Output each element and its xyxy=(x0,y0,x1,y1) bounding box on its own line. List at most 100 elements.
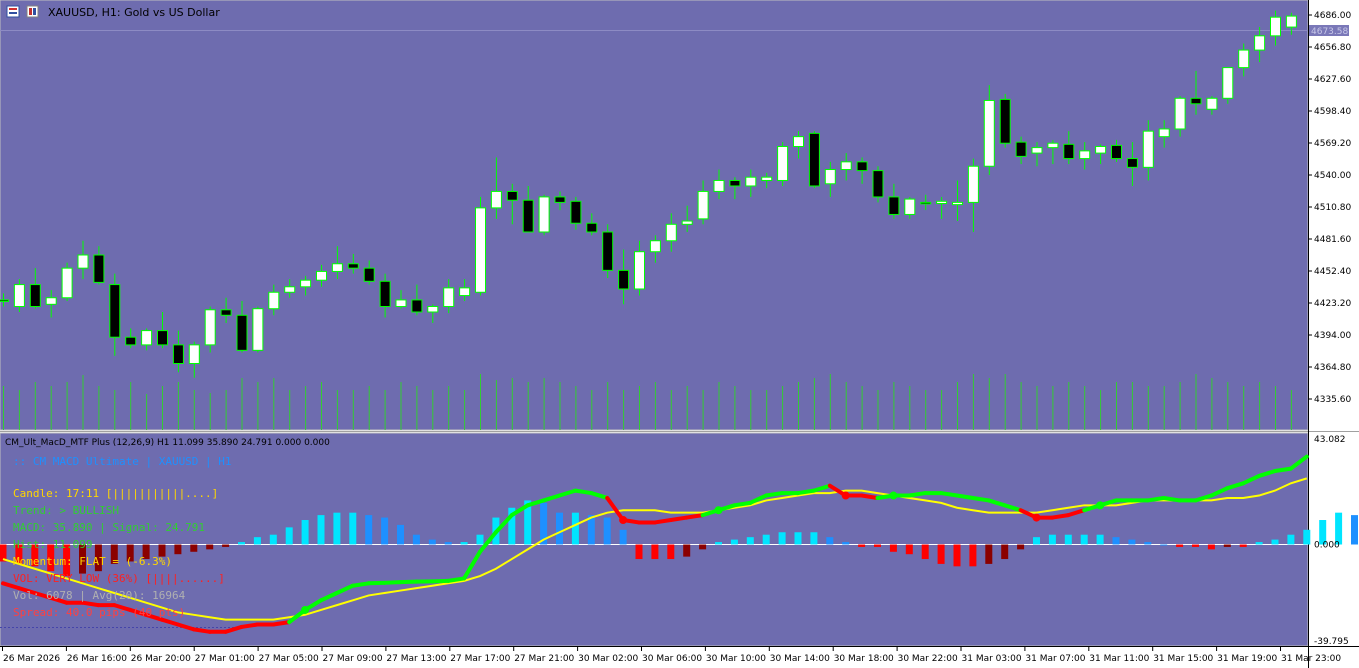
macd-segment xyxy=(684,513,705,520)
indicator-axis-label: 0.000 xyxy=(1314,541,1340,551)
bull-candle xyxy=(1238,49,1250,69)
price-label: 4364.80 xyxy=(1314,363,1351,373)
bear-candle xyxy=(618,269,630,290)
histogram-bar xyxy=(1064,534,1072,545)
macd-segment xyxy=(939,491,959,498)
bull-candle xyxy=(1254,35,1266,51)
histogram-bar xyxy=(1096,534,1104,545)
histogram-bar xyxy=(142,544,150,560)
indicator-window[interactable] xyxy=(0,432,1309,647)
macd-lines xyxy=(1,454,1309,634)
histogram-bar xyxy=(794,532,802,545)
histogram-bar xyxy=(126,544,134,562)
bear-candle xyxy=(729,179,741,187)
macd-segment xyxy=(1,581,21,591)
histogram-bar xyxy=(190,544,198,552)
bull-candle xyxy=(1174,97,1186,130)
price-chart-area[interactable] xyxy=(0,0,1309,431)
macd-segment xyxy=(223,624,244,634)
macd-segment xyxy=(1225,481,1246,491)
bull-candle xyxy=(649,240,661,253)
macd-segment xyxy=(541,493,562,503)
time-label: 30 Mar 18:00 xyxy=(834,654,894,664)
panel-hist: Hist: 11.099 xyxy=(13,538,92,551)
histogram-bar xyxy=(444,542,452,545)
macd-segment xyxy=(970,495,991,503)
bear-candle xyxy=(1126,158,1138,168)
histogram-bar xyxy=(858,544,866,547)
histogram-bar xyxy=(524,500,532,545)
panel-spread: Spread: 40.0 pips (40 pts) xyxy=(13,606,185,619)
macd-segment xyxy=(748,493,769,505)
macd-segment xyxy=(716,503,737,513)
bear-candle xyxy=(220,309,232,316)
bear-candle xyxy=(506,190,518,201)
bear-candle xyxy=(999,98,1011,144)
time-label: 27 Mar 13:00 xyxy=(386,654,446,664)
macd-segment xyxy=(573,488,594,496)
macd-segment xyxy=(32,590,53,600)
histogram-bar xyxy=(1001,544,1009,560)
symbol-icon[interactable] xyxy=(26,5,39,18)
bull-candle xyxy=(538,196,550,233)
histogram-bar xyxy=(730,539,738,545)
histogram-bar xyxy=(238,542,245,545)
time-label: 31 Mar 03:00 xyxy=(962,654,1022,664)
macd-segment xyxy=(509,503,530,518)
macd-segment xyxy=(668,515,689,523)
macd-segment xyxy=(955,493,975,500)
macd-segment xyxy=(732,500,753,508)
bull-candle xyxy=(331,263,343,272)
macd-segment xyxy=(1002,503,1023,513)
bear-candle xyxy=(347,263,359,269)
macd-segment xyxy=(621,518,641,525)
histogram-bar xyxy=(1335,512,1343,545)
macd-segment xyxy=(1161,495,1182,503)
histogram-bar xyxy=(412,534,420,545)
bull-candle xyxy=(395,299,407,308)
chart-title: XAUUSD, H1: Gold vs US Dollar xyxy=(6,5,220,19)
macd-segment xyxy=(319,590,339,603)
bull-candle xyxy=(634,251,645,290)
histogram-bar xyxy=(571,512,579,545)
macd-segment xyxy=(1273,466,1293,474)
price-label: 4569.20 xyxy=(1314,139,1351,149)
histogram-bar xyxy=(619,529,627,545)
histogram-bar xyxy=(1112,537,1120,545)
histogram-bar xyxy=(1144,542,1152,545)
histogram-bar xyxy=(746,537,754,545)
histogram-bar xyxy=(253,537,261,545)
macd-segment xyxy=(525,498,546,508)
histogram-bar xyxy=(349,512,357,545)
histogram-bar xyxy=(826,537,834,545)
bull-candle xyxy=(840,161,852,171)
macd-segment xyxy=(605,495,626,523)
chart-icon[interactable] xyxy=(6,5,20,18)
histogram-bar xyxy=(1223,544,1231,547)
bull-candle xyxy=(1095,146,1107,154)
histogram-bar xyxy=(222,544,230,547)
bear-candle xyxy=(856,161,868,172)
macd-segment xyxy=(1193,493,1214,503)
bear-candle xyxy=(1063,143,1075,160)
histogram-bar xyxy=(285,527,293,545)
bear-candle xyxy=(172,344,184,364)
histogram-bar xyxy=(381,517,389,545)
histogram-bar xyxy=(476,534,484,545)
histogram-bar xyxy=(1033,537,1040,545)
bear-candle xyxy=(1190,97,1202,105)
histogram-bar xyxy=(1351,515,1358,545)
macd-segment xyxy=(1145,495,1166,503)
histogram-bar xyxy=(460,542,468,545)
macd-segment xyxy=(589,491,610,500)
macd-segment xyxy=(478,530,498,554)
histogram-bar xyxy=(94,544,102,572)
macd-segment xyxy=(1050,513,1071,520)
price-label: 4510.80 xyxy=(1314,203,1351,213)
histogram-bar xyxy=(985,544,993,564)
time-label: 30 Mar 22:00 xyxy=(898,654,958,664)
bull-candle xyxy=(681,220,693,225)
macd-segment xyxy=(1288,454,1309,471)
macd-segment xyxy=(175,622,196,632)
